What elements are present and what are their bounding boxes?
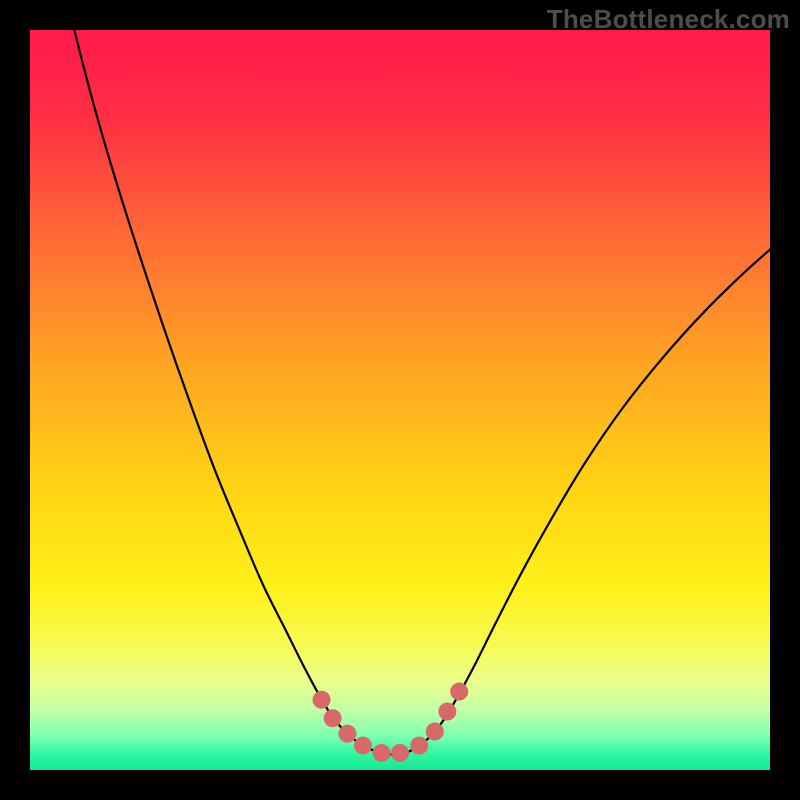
highlight-marker [426, 723, 444, 741]
highlight-marker [338, 725, 356, 743]
chart-svg [30, 30, 770, 770]
highlight-marker [410, 737, 428, 755]
highlight-marker [391, 744, 409, 762]
chart-container: TheBottleneck.com [0, 0, 800, 800]
highlight-marker [438, 703, 456, 721]
highlight-marker [450, 683, 468, 701]
highlight-marker [354, 737, 372, 755]
watermark-text: TheBottleneck.com [547, 4, 790, 35]
highlight-marker [373, 744, 391, 762]
plot-area [30, 30, 770, 770]
highlight-marker [324, 709, 342, 727]
highlight-marker [313, 691, 331, 709]
